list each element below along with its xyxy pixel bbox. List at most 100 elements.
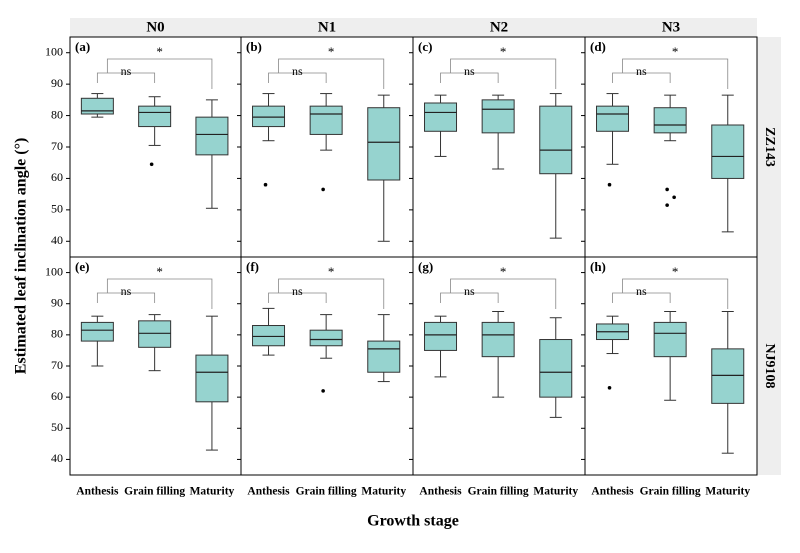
outlier (672, 195, 676, 200)
box (195, 116, 229, 156)
box (80, 321, 114, 342)
row-header: ZZ143 (762, 127, 777, 167)
bracket (106, 278, 213, 309)
box (711, 348, 745, 404)
box (367, 340, 401, 373)
x-tick-label: Maturity (533, 486, 578, 498)
panel-label: (h) (590, 259, 606, 274)
outlier (607, 182, 612, 187)
column-header: N1 (318, 19, 336, 35)
bracket (440, 292, 499, 303)
panel-label: (a) (75, 39, 90, 54)
box (252, 325, 286, 347)
bracket (106, 58, 213, 89)
bracket-label: ns (464, 284, 475, 298)
bracket-label: * (328, 44, 335, 59)
y-tick-label: 40 (51, 451, 63, 465)
bracket (622, 58, 729, 89)
box (309, 329, 343, 347)
box (653, 107, 687, 134)
outlier (665, 187, 669, 192)
x-tick-label: Maturity (361, 486, 406, 498)
panel-label: (b) (246, 39, 262, 54)
x-axis-label: Growth stage (367, 513, 459, 530)
box (80, 97, 114, 115)
y-tick-label: 100 (45, 264, 63, 278)
bracket-label: * (500, 44, 507, 59)
bracket (612, 72, 671, 83)
outlier (607, 386, 612, 390)
panel-label: (e) (75, 259, 89, 274)
bracket-label: ns (121, 284, 132, 298)
bracket (96, 292, 156, 303)
y-tick-label: 90 (51, 76, 63, 90)
bracket (450, 58, 557, 89)
x-tick-label: Anthesis (247, 486, 290, 498)
x-tick-label: Anthesis (591, 486, 634, 498)
bracket-label: ns (464, 64, 475, 78)
bracket (612, 292, 671, 303)
y-tick-label: 50 (51, 420, 63, 434)
box (539, 105, 573, 175)
bracket (440, 72, 499, 83)
box (252, 105, 286, 128)
bracket (278, 278, 385, 309)
x-tick-label: Grain filling (296, 486, 357, 498)
y-tick-label: 70 (51, 358, 63, 372)
x-tick-label: Grain filling (640, 486, 701, 498)
y-tick-label: 50 (51, 202, 63, 216)
strip-background (757, 37, 781, 475)
y-tick-label: 60 (51, 170, 63, 184)
panel-label: (d) (590, 39, 606, 54)
bracket (450, 278, 557, 309)
bracket-label: * (500, 264, 507, 279)
outlier (665, 203, 669, 207)
box (424, 102, 458, 132)
y-tick-label: 90 (51, 295, 63, 309)
bracket-label: * (156, 44, 163, 59)
bracket-label: * (156, 264, 163, 279)
x-tick-label: Maturity (705, 486, 750, 498)
box (539, 339, 573, 398)
bracket-label: ns (292, 64, 303, 78)
column-header: N2 (490, 19, 508, 35)
bracket-label: ns (292, 284, 303, 298)
y-tick-label: 60 (51, 389, 63, 403)
box (195, 354, 229, 403)
bracket-label: ns (636, 284, 647, 298)
y-tick-label: 80 (51, 107, 63, 121)
box (481, 321, 515, 358)
bracket-label: * (672, 264, 679, 279)
column-header: N3 (662, 19, 680, 35)
bracket-label: * (328, 264, 335, 279)
panel-label: (c) (418, 39, 432, 54)
y-tick-label: 80 (51, 327, 63, 341)
box (424, 321, 458, 351)
box (481, 99, 515, 134)
outlier (321, 389, 325, 393)
panel-label: (g) (418, 259, 433, 274)
bracket (96, 72, 156, 83)
bracket (268, 292, 327, 303)
box (138, 105, 172, 128)
box (367, 107, 401, 181)
panel-label: (f) (246, 259, 259, 274)
bracket-label: * (672, 44, 679, 59)
x-tick-label: Grain filling (124, 486, 185, 498)
bracket-label: ns (636, 64, 647, 78)
y-tick-label: 100 (45, 44, 63, 58)
box (309, 105, 343, 135)
x-tick-label: Anthesis (419, 486, 462, 498)
x-tick-label: Grain filling (468, 486, 529, 498)
column-header: N0 (146, 19, 164, 35)
row-header: NJ9108 (762, 343, 777, 388)
y-tick-label: 70 (51, 139, 63, 153)
x-tick-label: Maturity (190, 486, 235, 498)
box (138, 320, 172, 348)
bracket-label: ns (121, 64, 132, 78)
y-axis-label: Estimated leaf inclination angle (°) (13, 138, 30, 375)
outlier (263, 182, 268, 187)
y-tick-label: 40 (51, 233, 63, 247)
box (596, 105, 630, 132)
